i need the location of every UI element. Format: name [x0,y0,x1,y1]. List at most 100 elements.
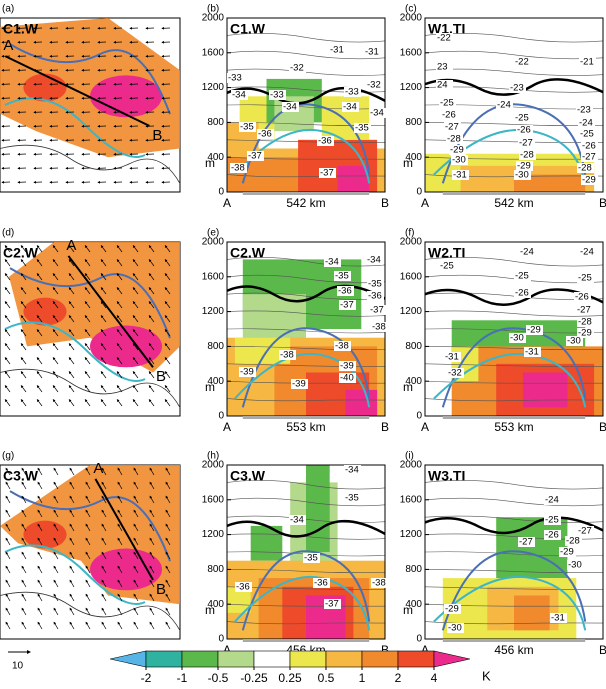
contour-label-bg [324,257,341,267]
wind-arrow [85,509,91,518]
contour-label: -28 [578,163,592,174]
wind-arrow [117,537,123,546]
contour-label: -35 [240,122,254,133]
wind-arrow [101,593,107,602]
contour-label: -27 [445,122,459,133]
contour-label-bg [369,108,386,118]
wind-arrow [37,621,43,630]
y-tick-label: 1600 [400,494,423,505]
isotherm [226,33,386,43]
panel-letter: (f) [405,228,414,239]
map-anomaly [23,73,67,102]
contour-label-bg [567,560,584,570]
contour-label-bg [339,300,356,310]
wind-arrow [164,371,171,379]
contour-label-bg [289,515,306,525]
wind-arrow [69,523,75,532]
isotherm [424,50,604,60]
contour-label-bg [581,141,598,151]
contour-label-bg [344,87,361,97]
section-start: A [421,420,429,434]
contour-label: -32 [367,80,381,91]
wind-arrow [37,593,43,602]
y-tick-label: 0 [218,411,224,422]
coastline [0,591,181,631]
contour-label: -35 [368,279,382,290]
isotherm [226,497,386,507]
wind-arrow [5,481,11,490]
wind-arrow [100,329,107,337]
section-distance: 456 km [494,643,533,657]
contour [433,575,587,631]
isotherm [226,104,386,110]
colorbar-box [181,650,219,668]
wind-arrow [69,607,75,616]
contour-label: -26 [582,141,596,152]
wind-arrow [117,523,123,532]
contour-label: -34 [343,102,357,113]
contour-label: -26 [517,125,531,136]
section-end: B [599,420,606,434]
contour-label: -28 [520,150,534,161]
wind-arrow [69,565,75,574]
ground-bar [442,192,586,195]
contour-label: -28 [447,134,461,145]
contour-label: -29 [527,325,541,336]
isotherm [226,621,386,625]
contour-label: -34 [345,465,359,476]
wind-arrow [36,259,43,267]
wind-arrow [68,385,75,393]
wind-arrow [149,509,155,518]
contour-label-bg [509,333,526,343]
wind-arrow [84,343,91,351]
isotherm [226,480,386,490]
section-line [67,255,154,368]
wind-arrow [148,371,155,379]
anomaly-field [306,465,330,552]
contour-label: -25 [578,273,592,284]
wind-arrow [85,621,91,630]
wind-arrow [100,287,107,295]
contour-label: -36 [338,286,352,297]
contour-label-bg [514,57,531,67]
wind-arrow [148,357,155,365]
contour-label-bg [566,336,583,346]
isotherm [226,328,386,334]
wind-arrow [20,357,27,365]
contour-label: -25 [545,515,559,526]
contour-label: -36 [236,582,250,593]
y-tick-label: 800 [405,341,422,352]
wind-arrow [4,385,11,393]
y-tick-label: 1600 [400,47,423,58]
wind-arrow [149,579,155,588]
wind-arrow [164,315,171,323]
wind-arrow [149,495,155,504]
contour-label-bg [577,328,594,338]
wind-arrow [68,259,75,267]
contour-label-bg [366,80,383,90]
wind-arrow [36,315,43,323]
wind-arrow [5,509,11,518]
wind-arrow [164,301,171,309]
wind-arrow [21,495,27,504]
wind-arrow [4,371,11,379]
contour-label-bg [339,361,356,371]
y-tick-label: 1200 [400,82,423,93]
y-tick-label: 1600 [202,494,225,505]
wind-arrow [165,607,171,616]
wind-arrow [68,357,75,365]
wind-arrow [117,509,123,518]
wind-arrow [21,481,27,490]
contour-label-bg [579,247,596,257]
contour-label-bg [577,273,594,283]
wind-arrow [165,621,171,630]
contour-label-bg [239,367,256,377]
y-tick-label: 800 [207,117,224,128]
y-tick-label: 0 [218,634,224,645]
wind-arrow [20,371,27,379]
wind-arrow [69,551,75,560]
y-tick-label: 2000 [400,237,423,248]
wind-arrow [116,287,123,295]
section-end: B [156,581,166,598]
wind-arrow [85,481,91,490]
